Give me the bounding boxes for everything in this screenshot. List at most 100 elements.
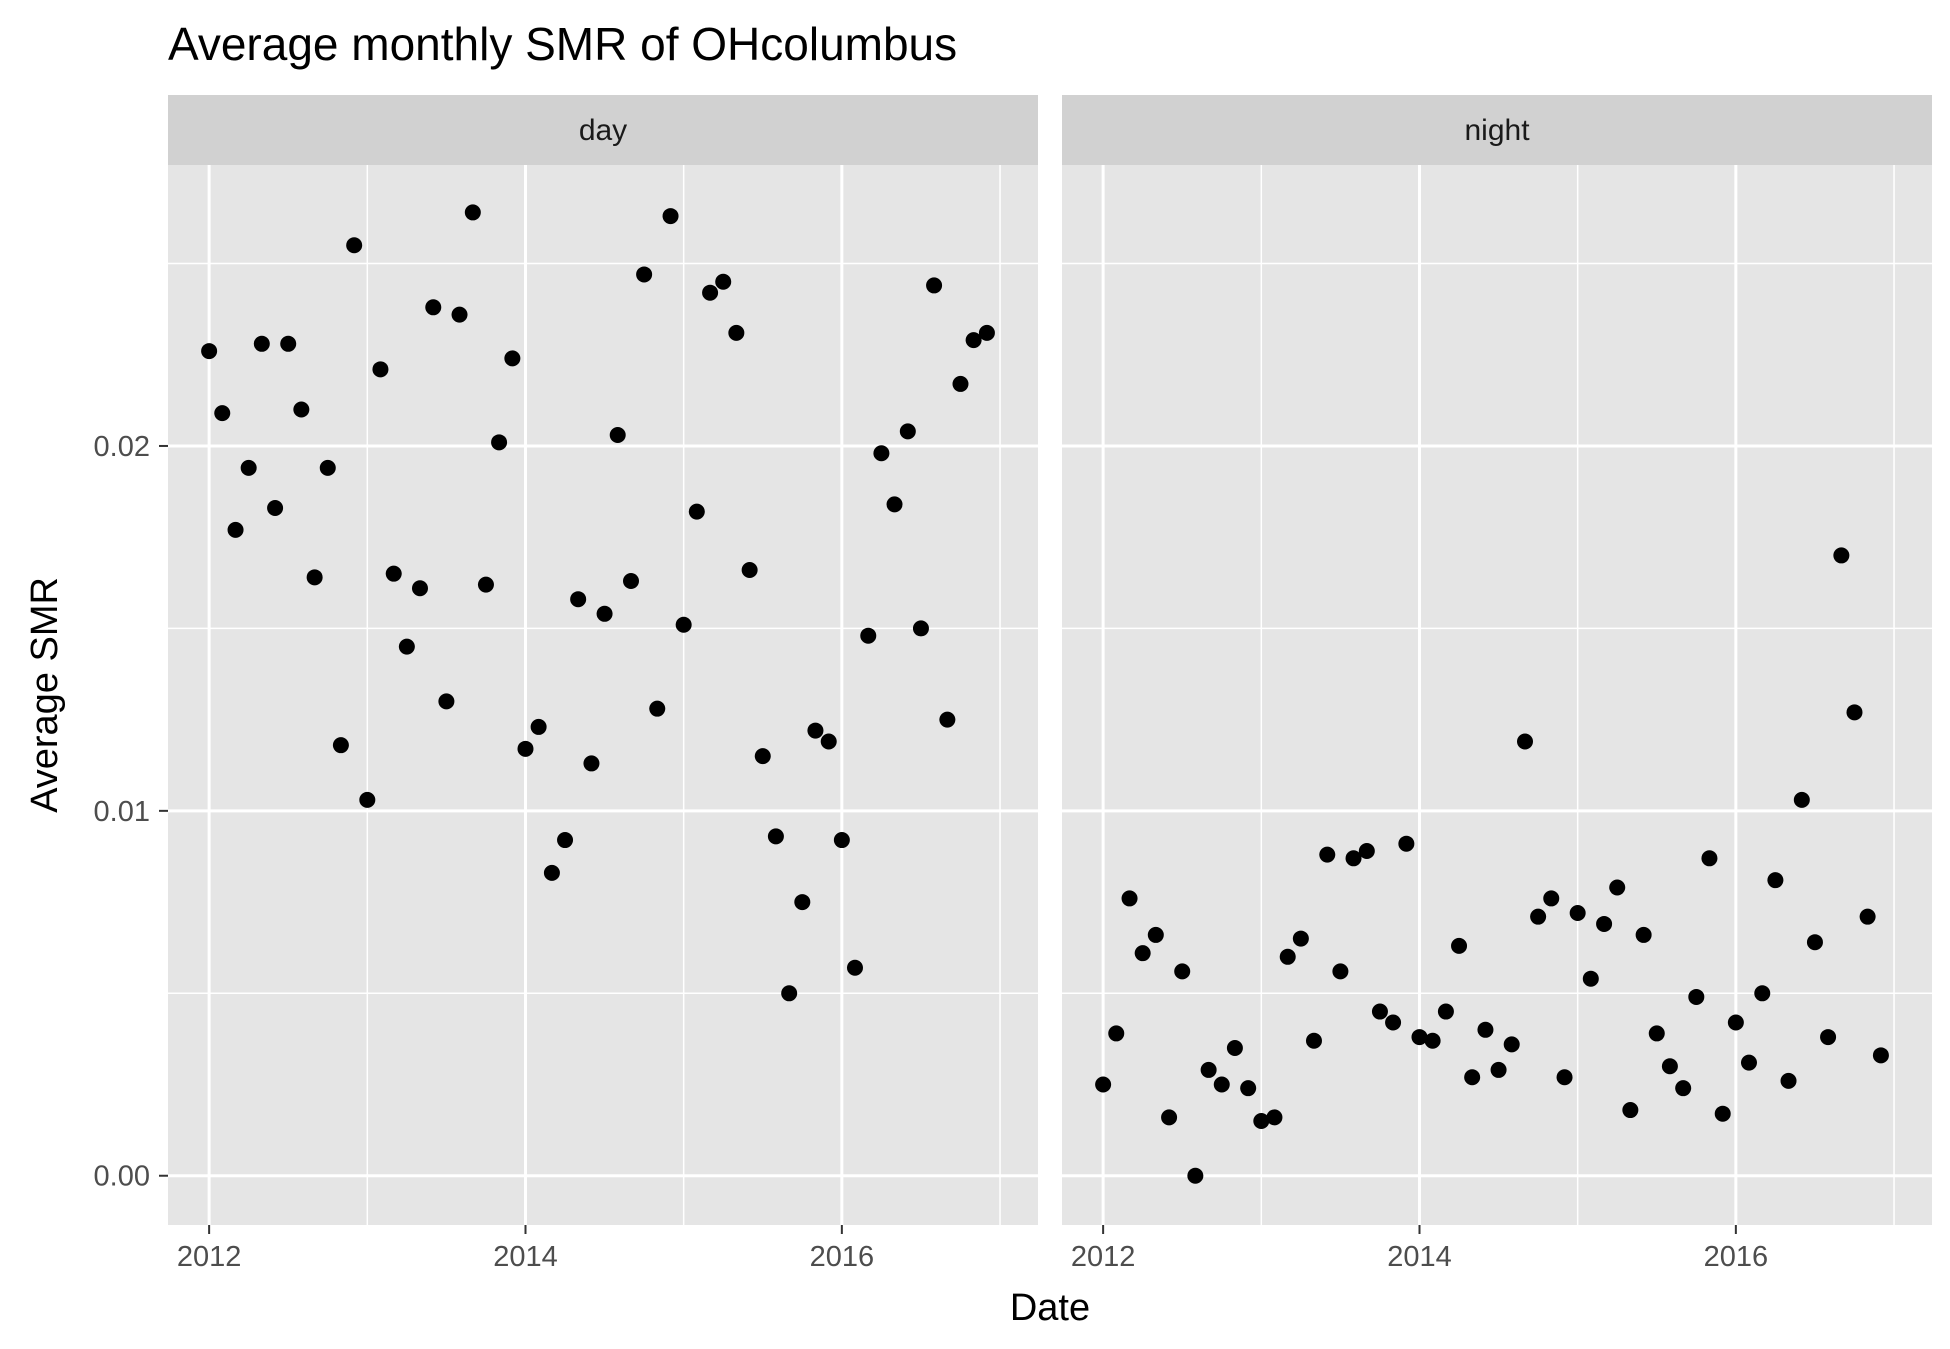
y-tick-label: 0.02	[94, 431, 150, 463]
data-point	[1872, 1047, 1889, 1064]
data-point	[1411, 1029, 1428, 1046]
data-point	[530, 718, 547, 735]
data-point	[214, 405, 231, 422]
data-point	[306, 569, 323, 586]
data-point	[517, 740, 534, 757]
x-tick-label: 2014	[493, 1241, 558, 1273]
data-point	[1147, 926, 1164, 943]
data-point	[359, 791, 376, 808]
x-ticks-day: 2012 2014 2016	[177, 1225, 874, 1273]
data-point	[820, 733, 837, 750]
data-point	[253, 335, 270, 352]
data-point	[754, 748, 771, 765]
data-point	[899, 423, 916, 440]
data-point	[873, 445, 890, 462]
data-point	[1279, 948, 1296, 965]
data-point	[1332, 963, 1349, 980]
data-point	[1213, 1076, 1230, 1093]
data-point	[609, 427, 626, 444]
data-point	[491, 434, 508, 451]
data-point	[477, 576, 494, 593]
grid-night	[1062, 165, 1932, 1225]
data-point	[1543, 890, 1560, 907]
data-point	[675, 616, 692, 633]
data-point	[1780, 1072, 1797, 1089]
data-point	[1108, 1025, 1125, 1042]
data-point	[1846, 704, 1863, 721]
data-point	[860, 627, 877, 644]
panel-day	[168, 165, 1038, 1225]
data-point	[1516, 733, 1533, 750]
x-axis-title: Date	[1010, 1287, 1090, 1329]
data-point	[1226, 1040, 1243, 1057]
data-point	[1424, 1032, 1441, 1049]
points-night	[1095, 547, 1889, 1184]
x-tick-label: 2014	[1387, 1241, 1452, 1273]
data-point	[332, 737, 349, 754]
data-point	[1477, 1021, 1494, 1038]
data-point	[1675, 1080, 1692, 1097]
data-point	[293, 401, 310, 418]
y-axis-title: Average SMR	[24, 577, 66, 813]
data-point	[636, 266, 653, 283]
points-day	[201, 204, 995, 1002]
data-point	[201, 343, 218, 360]
data-point	[807, 722, 824, 739]
data-point	[702, 284, 719, 301]
data-point	[372, 361, 389, 378]
x-tick-label: 2012	[1071, 1241, 1136, 1273]
data-point	[411, 580, 428, 597]
data-point	[767, 828, 784, 845]
data-point	[728, 324, 745, 341]
data-point	[451, 306, 468, 323]
data-point	[1635, 926, 1652, 943]
data-point	[1253, 1113, 1270, 1130]
data-point	[280, 335, 297, 352]
data-point	[1582, 970, 1599, 987]
data-point	[794, 894, 811, 911]
data-point	[385, 565, 402, 582]
data-point	[438, 693, 455, 710]
data-point	[583, 755, 600, 772]
data-point	[1464, 1069, 1481, 1086]
facet-night: night 2012 2014 2016	[1062, 95, 1932, 1273]
grid-day	[168, 165, 1038, 1225]
data-point	[1503, 1036, 1520, 1053]
data-point	[1161, 1109, 1178, 1126]
data-point	[846, 959, 863, 976]
y-tick-label: 0.00	[94, 1161, 150, 1193]
data-point	[1622, 1102, 1639, 1119]
data-point	[570, 591, 587, 608]
strip-night	[1062, 95, 1932, 165]
data-point	[543, 864, 560, 881]
data-point	[1490, 1061, 1507, 1078]
data-point	[425, 299, 442, 316]
data-point	[1833, 547, 1850, 564]
data-point	[1451, 937, 1468, 954]
data-point	[1095, 1076, 1112, 1093]
data-point	[688, 503, 705, 520]
data-point	[1648, 1025, 1665, 1042]
data-point	[952, 375, 969, 392]
data-point	[715, 273, 732, 290]
data-point	[622, 572, 639, 589]
data-point	[1345, 850, 1362, 867]
data-point	[1305, 1032, 1322, 1049]
y-axis: 0.00 0.01 0.02	[94, 431, 168, 1193]
data-point	[833, 832, 850, 849]
panel-night	[1062, 165, 1932, 1225]
data-point	[596, 605, 613, 622]
data-point	[1240, 1080, 1257, 1097]
data-point	[1385, 1014, 1402, 1031]
data-point	[398, 638, 415, 655]
x-ticks-night: 2012 2014 2016	[1071, 1225, 1768, 1273]
x-tick-label: 2016	[810, 1241, 875, 1273]
data-point	[1134, 945, 1151, 962]
data-point	[1661, 1058, 1678, 1075]
facet-day: day 2012 2014 2016	[168, 95, 1038, 1273]
x-tick-label: 2016	[1704, 1241, 1769, 1273]
data-point	[741, 562, 758, 579]
data-point	[1556, 1069, 1573, 1086]
strip-label-day: day	[579, 114, 627, 147]
data-point	[1437, 1003, 1454, 1020]
